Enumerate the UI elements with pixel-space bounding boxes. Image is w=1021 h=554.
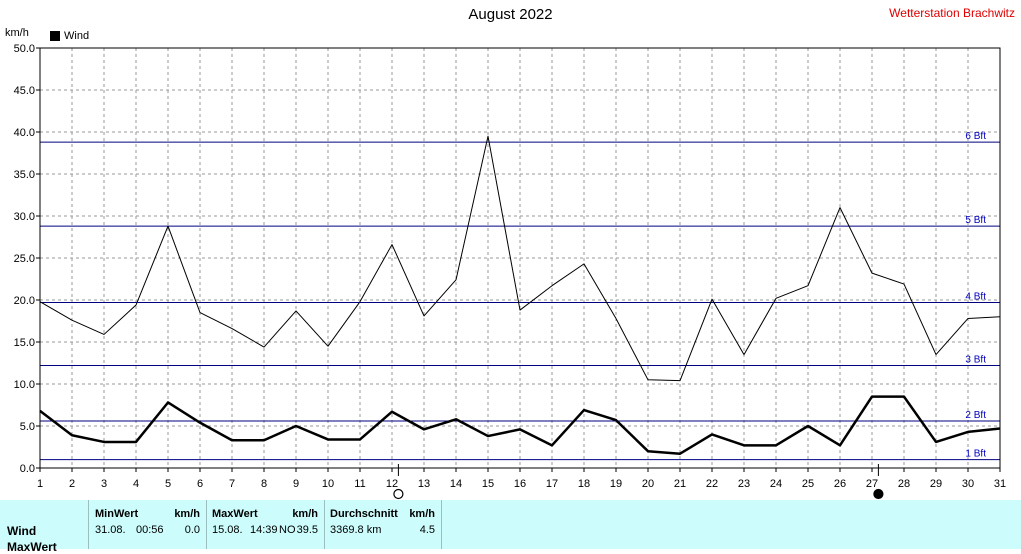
min-header: MinWert	[95, 508, 139, 520]
min-value: 0.0	[184, 524, 200, 536]
x-tick-label: 12	[386, 478, 398, 490]
wind-gust-line	[39, 135, 1001, 382]
max-column: MaxWert km/h 15.08. 14:39 NO 39.5	[206, 500, 325, 549]
wind-chart: 0.0 5.0 10.0 15.0 20.0 25.0 30.0 35.0 40.0 45.0 50…	[14, 43, 1006, 500]
x-tick-label: 10	[322, 478, 334, 490]
legend-swatch	[50, 31, 60, 41]
x-tick-label: 19	[610, 478, 622, 490]
average-value: 4.5	[419, 524, 435, 536]
max-direction: NO	[279, 524, 296, 536]
statistics-footer: Wind MaxWert MinWert km/h 31.08. 00:56 0…	[0, 500, 1021, 554]
row-label-maxwert: MaxWert	[7, 540, 57, 554]
x-tick-label: 25	[802, 478, 814, 490]
x-tick-label: 13	[418, 478, 430, 490]
max-unit: km/h	[292, 508, 318, 520]
y-tick-label: 40.0	[14, 127, 35, 139]
x-tick-label: 16	[514, 478, 526, 490]
x-tick-label: 15	[482, 478, 494, 490]
x-tick-label: 27	[866, 478, 878, 490]
x-tick-label: 22	[706, 478, 718, 490]
x-tick-label: 28	[898, 478, 910, 490]
y-tick-label: 0.0	[20, 463, 35, 475]
beaufort-label: 4 Bft	[965, 292, 986, 303]
max-value: 39.5	[296, 524, 318, 536]
y-tick-label: 20.0	[14, 295, 35, 307]
full-moon-icon	[393, 488, 404, 500]
beaufort-label: 2 Bft	[965, 410, 986, 421]
max-time: 14:39	[250, 524, 278, 536]
min-time: 00:56	[136, 524, 164, 536]
x-tick-label: 24	[770, 478, 782, 490]
min-date: 31.08.	[95, 524, 126, 536]
average-header: Durchschnitt	[330, 508, 398, 520]
x-tick-label: 21	[674, 478, 686, 490]
x-tick-label: 6	[197, 478, 203, 490]
y-tick-label: 35.0	[14, 169, 35, 181]
x-tick-label: 3	[101, 478, 107, 490]
new-moon-icon	[873, 488, 884, 500]
plot-frame	[39, 47, 1001, 469]
legend: Wind	[50, 30, 89, 42]
x-tick-label: 18	[578, 478, 590, 490]
average-unit: km/h	[409, 508, 435, 520]
beaufort-label: 1 Bft	[965, 449, 986, 460]
x-tick-label: 29	[930, 478, 942, 490]
x-tick-label: 1	[37, 478, 43, 490]
x-tick-label: 26	[834, 478, 846, 490]
y-tick-label: 15.0	[14, 337, 35, 349]
x-tick-label: 11	[354, 478, 365, 490]
y-tick-label: 50.0	[14, 43, 35, 55]
x-tick-label: 9	[293, 478, 299, 490]
x-tick-label: 4	[133, 478, 139, 490]
y-tick-label: 30.0	[14, 211, 35, 223]
beaufort-label: 6 Bft	[965, 131, 986, 142]
y-axis-unit: km/h	[5, 27, 29, 39]
legend-label: Wind	[64, 30, 90, 42]
y-tick-label: 25.0	[14, 253, 35, 265]
x-tick-label: 8	[261, 478, 267, 490]
max-header: MaxWert	[212, 508, 258, 520]
average-column: Durchschnitt km/h 3369.8 km 4.5	[325, 500, 442, 549]
x-tick-label: 7	[229, 478, 235, 490]
x-tick-label: 31	[994, 478, 1006, 490]
y-tick-label: 5.0	[20, 421, 35, 433]
y-tick-label: 45.0	[14, 85, 35, 97]
min-unit: km/h	[174, 508, 200, 520]
station-name: Wetterstation Brachwitz	[889, 6, 1015, 20]
min-column: MinWert km/h 31.08. 00:56 0.0	[88, 500, 207, 549]
beaufort-label: 5 Bft	[965, 215, 986, 226]
beaufort-label: 3 Bft	[965, 355, 986, 366]
x-tick-label: 20	[642, 478, 654, 490]
x-tick-label: 23	[738, 478, 750, 490]
average-total: 3369.8 km	[330, 524, 382, 536]
x-tick-label: 2	[69, 478, 75, 490]
row-label-wind: Wind	[7, 524, 37, 538]
x-tick-label: 17	[546, 478, 558, 490]
x-tick-label: 14	[450, 478, 462, 490]
x-tick-label: 30	[962, 478, 974, 490]
max-date: 15.08.	[212, 524, 243, 536]
x-tick-label: 5	[165, 478, 171, 490]
wind-average-line	[39, 395, 1001, 455]
chart-title: August 2022	[468, 6, 553, 23]
y-tick-label: 10.0	[14, 379, 35, 391]
